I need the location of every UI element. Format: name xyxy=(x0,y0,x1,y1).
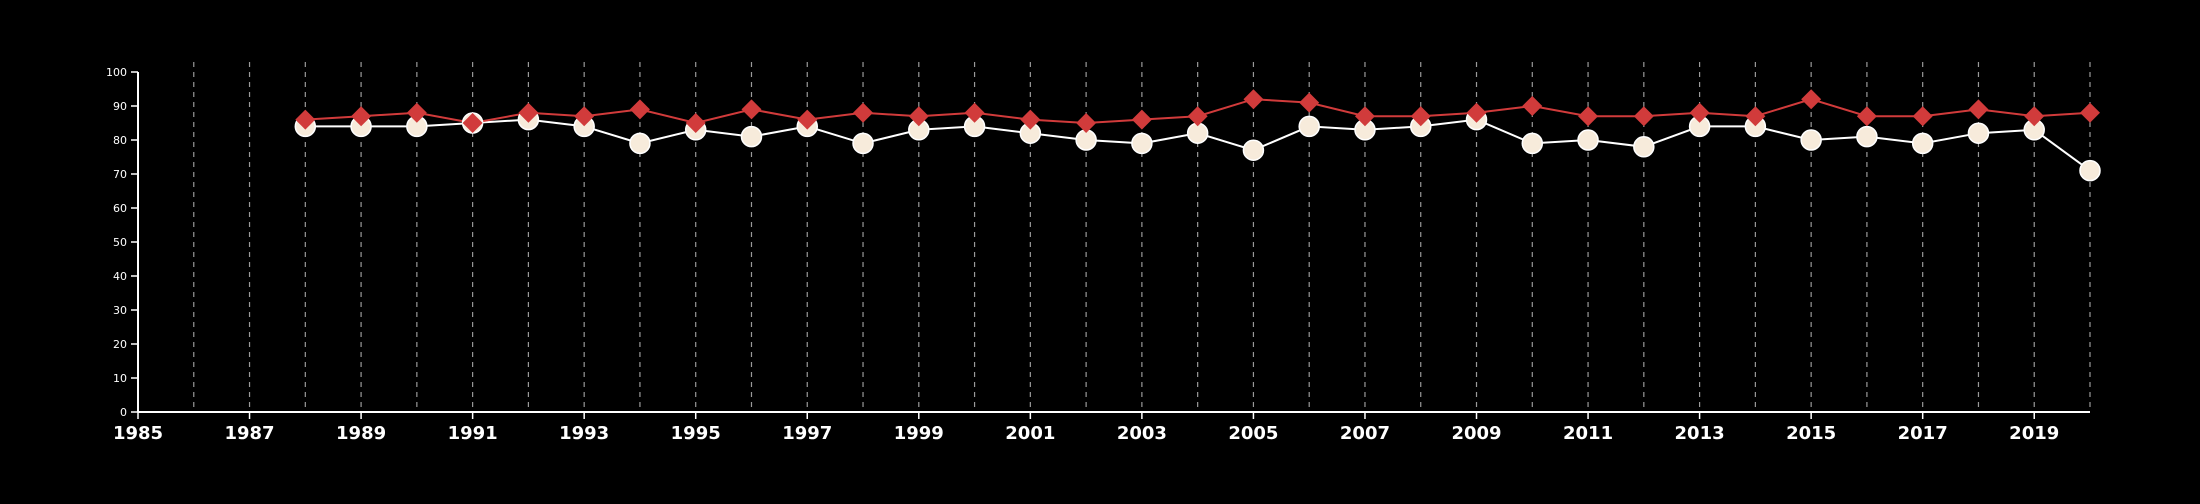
vertical-gridlines xyxy=(193,62,2091,412)
diamond-point-2012 xyxy=(1633,106,1654,127)
diamond-point-1999 xyxy=(908,106,929,127)
axes: 0 10 20 30 40 50 60 70 80 90 100 1985 1987 1989 1991 19… xyxy=(106,66,2090,444)
diamond-point-2019 xyxy=(2024,106,2045,127)
y-tick-label-20: 20 xyxy=(113,338,127,351)
circle-point-1998 xyxy=(852,132,874,155)
diamond-point-1988 xyxy=(295,109,316,130)
diamond-point-1998 xyxy=(853,102,874,123)
diamond-point-1997 xyxy=(797,109,818,130)
diamond-point-2016 xyxy=(1856,106,1877,127)
diamond-point-1995 xyxy=(685,113,706,133)
y-tick-label-40: 40 xyxy=(113,270,127,283)
x-tick-label-2009: 2009 xyxy=(1451,423,1501,444)
circle-point-2011 xyxy=(1577,129,1599,151)
diamond-point-1991 xyxy=(462,113,483,133)
diamond-point-1994 xyxy=(629,99,650,120)
x-tick-label-1991: 1991 xyxy=(448,423,498,444)
diamond-point-2002 xyxy=(1076,113,1097,133)
circle-point-2020 xyxy=(2079,159,2101,182)
diamond-point-2004 xyxy=(1187,106,1208,127)
x-tick-label-2005: 2005 xyxy=(1228,423,1278,444)
series-group xyxy=(294,89,2101,182)
x-tick-label-1995: 1995 xyxy=(671,423,721,444)
y-tick-label-90: 90 xyxy=(113,100,127,113)
x-tick-label-2001: 2001 xyxy=(1005,423,1055,444)
diamond-point-2014 xyxy=(1745,106,1766,127)
y-tick-label-80: 80 xyxy=(113,134,127,147)
diamond-point-1992 xyxy=(518,102,539,123)
circle-point-2005 xyxy=(1242,139,1265,161)
diamond-point-2006 xyxy=(1299,92,1320,113)
x-tick-label-1985: 1985 xyxy=(113,423,163,444)
diamond-point-2007 xyxy=(1354,106,1375,127)
y-tick-label-50: 50 xyxy=(113,236,127,249)
circle-point-1994 xyxy=(629,132,651,155)
circle-point-2006 xyxy=(1298,115,1320,138)
diamond-point-2009 xyxy=(1466,102,1487,123)
diamond-point-2011 xyxy=(1578,106,1599,127)
diamond-point-2013 xyxy=(1689,102,1710,123)
x-tick-label-2017: 2017 xyxy=(1898,423,1948,444)
y-tick-label-0: 0 xyxy=(120,406,127,419)
x-tick-label-2011: 2011 xyxy=(1563,423,1613,444)
x-tick-label-1989: 1989 xyxy=(336,423,386,444)
y-tick-label-70: 70 xyxy=(113,168,127,181)
circle-point-2018 xyxy=(1967,122,1990,144)
circle-point-2015 xyxy=(1800,129,1822,151)
diamond-point-2005 xyxy=(1243,89,1264,110)
x-tick-label-1999: 1999 xyxy=(894,423,944,444)
x-tick-label-2003: 2003 xyxy=(1117,423,1167,444)
diamond-point-2003 xyxy=(1131,109,1152,130)
diamond-point-1990 xyxy=(406,102,427,123)
diamond-point-2015 xyxy=(1801,89,1822,110)
diamond-point-1996 xyxy=(741,99,762,120)
diamond-point-2010 xyxy=(1522,96,1543,116)
y-tick-label-30: 30 xyxy=(113,304,127,317)
diamond-point-2018 xyxy=(1968,99,1989,120)
circle-point-2016 xyxy=(1856,125,1878,148)
x-tick-label-2015: 2015 xyxy=(1786,423,1836,444)
diamond-point-2020 xyxy=(2080,102,2100,123)
x-tick-label-2019: 2019 xyxy=(2009,423,2059,444)
x-tick-label-1987: 1987 xyxy=(224,423,274,444)
diamond-point-1989 xyxy=(351,106,372,127)
diamond-point-1993 xyxy=(574,106,595,127)
x-tick-label-1993: 1993 xyxy=(559,423,609,444)
circle-point-2010 xyxy=(1521,132,1544,155)
circle-point-2017 xyxy=(1911,132,1934,155)
x-tick-label-2007: 2007 xyxy=(1340,423,1390,444)
diamond-point-2017 xyxy=(1912,106,1933,127)
diamond-point-2001 xyxy=(1020,109,1041,130)
circle-point-2003 xyxy=(1131,132,1153,155)
y-tick-label-60: 60 xyxy=(113,202,127,215)
x-tick-label-1997: 1997 xyxy=(782,423,832,444)
circle-point-2012 xyxy=(1633,136,1655,158)
circle-point-1996 xyxy=(740,125,763,148)
y-tick-label-10: 10 xyxy=(113,372,127,385)
x-tick-label-2013: 2013 xyxy=(1675,423,1725,444)
y-tick-label-100: 100 xyxy=(106,66,127,79)
diamond-point-2008 xyxy=(1410,106,1431,127)
diamond-point-2000 xyxy=(964,102,985,123)
